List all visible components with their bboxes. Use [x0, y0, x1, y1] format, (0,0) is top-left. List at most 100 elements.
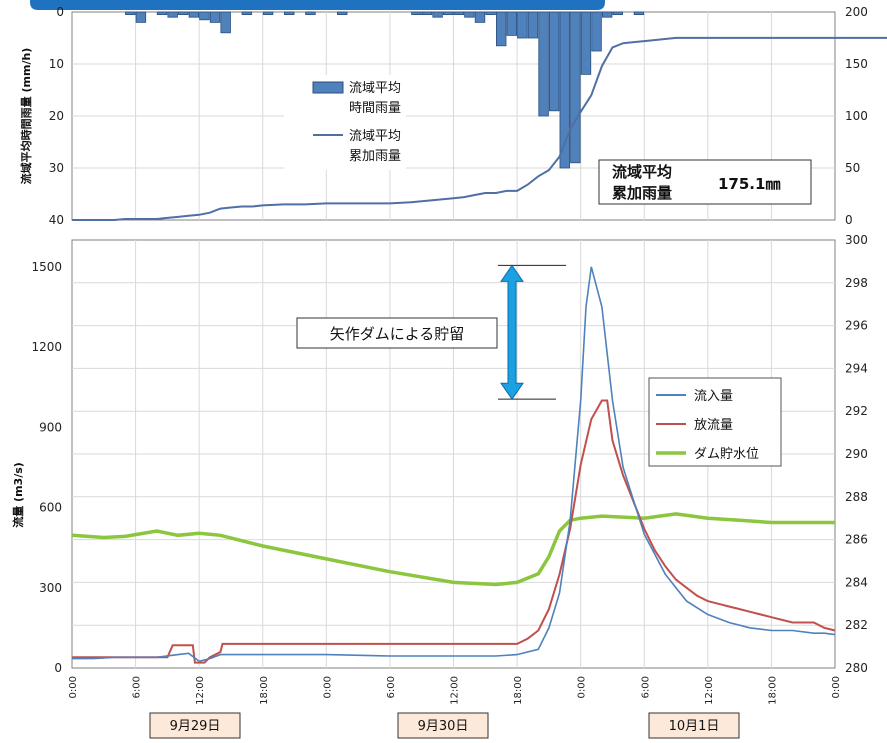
hourly-rain-bar [284, 11, 295, 15]
hourly-rain-bar [580, 11, 592, 75]
flow-y2-tick: 284 [845, 575, 868, 589]
hourly-rain-bar [559, 11, 570, 169]
date-box-oct1 [648, 712, 740, 739]
hourly-rain-bar [305, 11, 316, 15]
hourly-rain-bar [411, 11, 422, 15]
rainfall-y-ticks: 0 10 20 30 40 [49, 5, 64, 227]
hourly-rain-bar [178, 11, 189, 15]
hourly-rain-bar [421, 11, 433, 15]
hourly-rain-bar [262, 11, 274, 15]
flow-x-tick: 6:00 [132, 676, 143, 698]
rain-y2-tick: 100 [845, 109, 868, 123]
hourly-rain-bar [432, 11, 443, 18]
flow-x-tick: 18:00 [513, 676, 524, 705]
flow-x-tick: 18:00 [767, 676, 778, 705]
date-labels: 9月29日 9月30日 10月1日 [149, 712, 740, 739]
rainfall-y2-ticks: 0 50 100 150 200 [845, 5, 868, 227]
flow-x-tick: 0:00 [831, 676, 842, 698]
flow-x-tick: 6:00 [386, 676, 397, 698]
legend-cumulative-rain-line2: 累加雨量 [349, 149, 401, 164]
hourly-rain-bar [220, 11, 231, 34]
flow-y-tick: 300 [39, 581, 62, 595]
flow-y2-tick: 300 [845, 233, 868, 247]
flow-x-tick: 12:00 [450, 676, 461, 705]
hourly-rain-bar [199, 11, 210, 21]
storage-arrow [498, 264, 566, 401]
rain-y2-tick: 0 [845, 213, 853, 227]
hourly-rain-bar [156, 11, 168, 15]
flow-panel: 0 300 600 900 1200 1500 280 282 284 286 288 290 292… [11, 233, 868, 705]
flow-x-tick: 18:00 [259, 676, 270, 705]
legend-swatch-hourly [312, 81, 344, 94]
rainfall-grid [72, 12, 835, 220]
flow-y-tick: 1500 [31, 260, 62, 274]
date-label-sep29: 9月29日 [170, 719, 221, 734]
flow-y2-tick: 286 [845, 533, 868, 547]
storage-double-arrow-icon [500, 264, 524, 401]
flow-y2-tick: 294 [845, 361, 868, 375]
hourly-rain-bar [453, 11, 464, 15]
flow-x-tick: 6:00 [640, 676, 651, 698]
flow-y2-tick: 282 [845, 618, 868, 632]
hourly-rain-bar [495, 11, 507, 47]
hourly-rain-bar [135, 11, 147, 23]
storage-annotation-text: 矢作ダムによる貯留 [330, 325, 465, 343]
flow-y-tick: 600 [39, 501, 62, 515]
rainfall-y-axis-label: 流域平均時間雨量 (mm/h) [19, 48, 33, 185]
series-reservoir-level-line [71, 512, 835, 587]
hourly-rain-bar [527, 11, 539, 39]
flow-y-tick: 900 [39, 420, 62, 434]
flow-y-tick: 0 [54, 661, 62, 675]
rainfall-panel: 0 10 20 30 40 0 50 100 150 200 流域平均時間雨量 (mm/h) 流… [19, 5, 887, 227]
legend-cumulative-rain-line1: 流域平均 [349, 129, 401, 144]
storage-annotation-box [296, 317, 498, 349]
hourly-rain-bar [633, 11, 645, 15]
flow-x-tick: 0:00 [68, 676, 79, 698]
rainfall-bars [125, 11, 645, 169]
flow-y2-tick: 280 [845, 661, 868, 675]
cumulative-annotation-line1: 流域平均 [612, 163, 672, 181]
hourly-rain-bar [538, 11, 549, 117]
hourly-rain-bar [209, 11, 221, 23]
rain-y-tick: 20 [49, 109, 64, 123]
hourly-rain-bar [548, 11, 560, 112]
flow-y2-tick: 288 [845, 490, 868, 504]
rainfall-legend: 流域平均 時間雨量 流域平均 累加雨量 [284, 75, 406, 170]
cumulative-rain-line [72, 36, 887, 221]
flow-x-tick: 0:00 [577, 676, 588, 698]
flow-x-tick: 12:00 [704, 676, 715, 705]
legend-hourly-rain-line1: 流域平均 [349, 81, 401, 96]
rain-y2-tick: 50 [845, 161, 860, 175]
rain-y2-tick: 200 [845, 5, 868, 19]
date-box-sep29 [149, 712, 241, 739]
cumulative-annotation-value: 175.1㎜ [718, 175, 780, 193]
hourly-rain-bar [167, 11, 178, 18]
hourly-rain-bar [601, 11, 613, 18]
hourly-rain-bar [570, 11, 581, 164]
hourly-rain-bar [485, 11, 496, 15]
hourly-rain-bar [612, 11, 623, 15]
flow-y-tick: 1200 [31, 340, 62, 354]
legend-reservoir-level: ダム貯水位 [694, 447, 759, 462]
flow-legend-box [648, 377, 782, 467]
hourly-rain-bar [443, 11, 454, 15]
rainfall-legend-box [284, 75, 406, 170]
cumulative-annotation: 流域平均 累加雨量 175.1㎜ [598, 159, 812, 205]
flow-x-tick: 0:00 [322, 676, 333, 698]
hourly-rain-bar [241, 11, 253, 15]
cumulative-annotation-box [598, 159, 812, 205]
hourly-rain-bar [464, 11, 475, 18]
flow-x-ticks: 0:00 6:00 12:00 18:00 0:00 6:00 12:00 18:00 0:00… [68, 676, 842, 705]
hourly-rain-bar [474, 11, 486, 23]
flow-x-tick: 12:00 [195, 676, 206, 705]
date-label-oct1: 10月1日 [669, 719, 720, 734]
rain-y-tick: 40 [49, 213, 64, 227]
series-inflow-line [72, 266, 836, 663]
hourly-rain-bar [517, 11, 528, 39]
rain-y-tick: 30 [49, 161, 64, 175]
series-outflow-line [72, 399, 836, 664]
rain-y2-tick: 150 [845, 57, 868, 71]
flow-y-ticks: 0 300 600 900 1200 1500 [31, 260, 62, 675]
cumulative-annotation-line2: 累加雨量 [612, 184, 672, 202]
